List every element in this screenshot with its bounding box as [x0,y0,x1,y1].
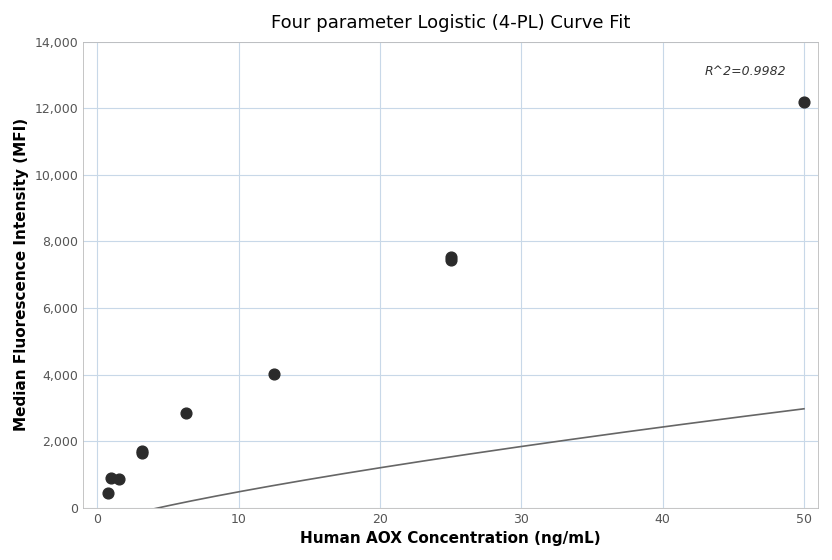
Point [112,475,126,484]
Point [105,473,118,482]
Point [797,97,810,106]
Point [267,370,280,379]
Point [135,446,148,455]
Point [102,488,115,497]
Point [444,255,458,264]
X-axis label: Human AOX Concentration (ng/mL): Human AOX Concentration (ng/mL) [300,531,601,546]
Point [179,408,192,417]
Point [444,253,458,262]
Y-axis label: Median Fluorescence Intensity (MFI): Median Fluorescence Intensity (MFI) [14,118,29,431]
Text: R^2=0.9982: R^2=0.9982 [705,65,787,78]
Title: Four parameter Logistic (4-PL) Curve Fit: Four parameter Logistic (4-PL) Curve Fit [271,14,631,32]
Point [135,449,148,458]
